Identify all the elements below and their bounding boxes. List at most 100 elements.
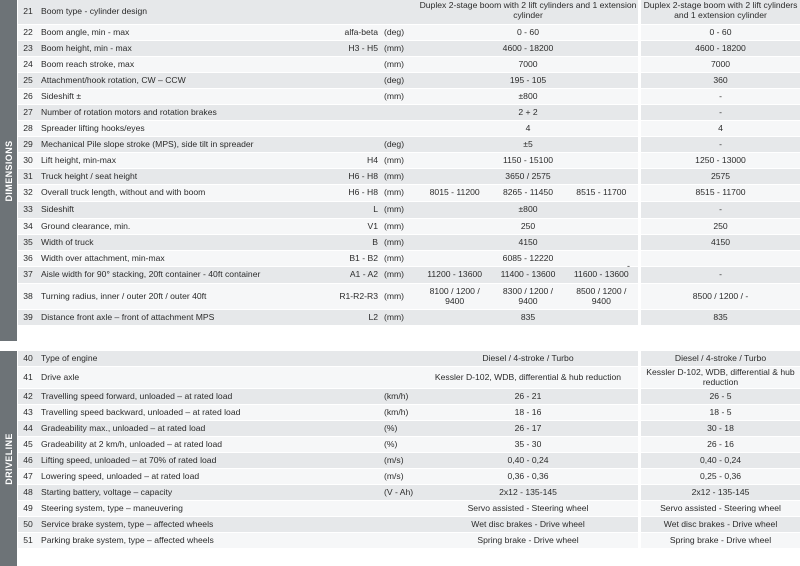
value-column-1: 8100 / 1200 / 9400 8300 / 1200 / 9400 8500… <box>418 284 638 309</box>
value-column-1: 0,36 - 0,36 <box>418 469 638 484</box>
row-unit <box>382 0 418 24</box>
row-label: Gradeability at 2 km/h, unloaded – at ra… <box>40 437 337 452</box>
row-label: Starting battery, voltage – capacity <box>40 485 337 500</box>
row-number: 46 <box>18 453 40 468</box>
row-number: 22 <box>18 25 40 40</box>
row-symbol <box>337 501 382 516</box>
value-column-2: - <box>641 105 800 120</box>
value-cell: ±5 <box>523 138 533 149</box>
spec-row: 31 Truck height / seat height H6 - H8 (mm) 3… <box>18 169 800 185</box>
row-unit: (mm) <box>382 235 418 250</box>
row-label: Parking brake system, type – affected wh… <box>40 533 337 548</box>
value-column-2: 26 - 5 <box>641 389 800 404</box>
row-number: 43 <box>18 405 40 420</box>
row-label: Drive axle <box>40 367 337 388</box>
row-label: Boom reach stroke, max <box>40 57 337 72</box>
row-unit: (mm) <box>382 185 418 201</box>
value-cell: 26 - 17 <box>514 422 542 433</box>
row-number: 44 <box>18 421 40 436</box>
row-label: Lift height, min-max <box>40 153 337 168</box>
row-number: 28 <box>18 121 40 136</box>
row-unit: (%) <box>382 437 418 452</box>
row-symbol <box>337 105 382 120</box>
row-unit: (mm) <box>382 267 418 283</box>
row-number: 32 <box>18 185 40 201</box>
column-gap <box>638 437 641 452</box>
spec-row: 45 Gradeability at 2 km/h, unloaded – at … <box>18 437 800 453</box>
row-symbol: B <box>337 235 382 250</box>
spec-row: 24 Boom reach stroke, max (mm) 7000 7000 <box>18 57 800 73</box>
spec-row: 25 Attachment/hook rotation, CW – CCW (deg… <box>18 73 800 89</box>
value-cell: 4150 <box>518 236 538 247</box>
value-column-1: 35 - 30 <box>418 437 638 452</box>
value-column-1: 195 - 105 <box>418 73 638 88</box>
value-column-1: 0,40 - 0,24 <box>418 453 638 468</box>
value-column-1: 2 + 2 <box>418 105 638 120</box>
value-column-1: 4150 <box>418 235 638 250</box>
row-label: Lowering speed, unloaded – at rated load <box>40 469 337 484</box>
value-cell: 18 - 16 <box>514 406 542 417</box>
spec-row: 34 Ground clearance, min. V1 (mm) 250 250 <box>18 219 800 235</box>
value-column-2: - <box>641 137 800 152</box>
column-gap <box>638 533 641 548</box>
row-unit: (V - Ah) <box>382 485 418 500</box>
column-gap <box>638 310 641 325</box>
row-unit: (deg) <box>382 73 418 88</box>
row-label: Mechanical Pile slope stroke (MPS), side… <box>40 137 337 152</box>
value-column-2: 2x12 - 135-145 <box>641 485 800 500</box>
column-gap <box>638 153 641 168</box>
value-cell: 8500 / 1200 / 9400 <box>576 285 627 306</box>
row-symbol: H6 - H8 <box>337 185 382 201</box>
value-column-2: 26 - 16 <box>641 437 800 452</box>
row-label: Width over attachment, min-max <box>40 251 337 266</box>
spec-row: 21 Boom type - cylinder design Duplex 2-st… <box>18 0 800 25</box>
row-symbol: V1 <box>337 219 382 234</box>
stray-mark: - <box>627 261 630 271</box>
spec-row: 28 Spreader lifting hooks/eyes 4 4 <box>18 121 800 137</box>
value-cell: 8515 - 11700 <box>576 187 627 198</box>
row-number: 23 <box>18 41 40 56</box>
row-label: Lifting speed, unloaded – at 70% of rate… <box>40 453 337 468</box>
spec-row: 49 Steering system, type – maneuvering Ser… <box>18 501 800 517</box>
value-cell: 8300 / 1200 / 9400 <box>502 285 554 306</box>
section-sidebar: DIMENSIONS <box>0 0 17 341</box>
row-unit: (deg) <box>382 137 418 152</box>
row-number: 38 <box>18 284 40 309</box>
row-number: 33 <box>18 202 40 218</box>
value-column-2: 250 <box>641 219 800 234</box>
row-symbol <box>337 389 382 404</box>
row-label: Sideshift <box>40 202 337 218</box>
section-title: DIMENSIONS <box>3 139 14 202</box>
spec-row: 48 Starting battery, voltage – capacity (V… <box>18 485 800 501</box>
row-unit: (mm) <box>382 57 418 72</box>
row-unit: (mm) <box>382 202 418 218</box>
value-cell: 0 - 60 <box>517 26 539 37</box>
row-label: Sideshift ± <box>40 89 337 104</box>
spec-row: 44 Gradeability max., unloaded – at rated… <box>18 421 800 437</box>
row-number: 49 <box>18 501 40 516</box>
row-unit <box>382 351 418 366</box>
value-column-1: Kessler D-102, WDB, differential & hub r… <box>418 367 638 388</box>
spec-row: 36 Width over attachment, min-max B1 - B2(… <box>18 251 800 267</box>
column-gap <box>638 202 641 218</box>
value-column-1: 0 - 60 <box>418 25 638 40</box>
row-label: Gradeability max., unloaded – at rated l… <box>40 421 337 436</box>
row-number: 47 <box>18 469 40 484</box>
column-gap <box>638 235 641 250</box>
value-column-1: 8015 - 11200 8265 - 11450 8515 - 11700 <box>418 185 638 201</box>
value-column-2 <box>641 251 800 266</box>
row-label: Boom height, min - max <box>40 41 337 56</box>
row-symbol <box>337 405 382 420</box>
spec-row: 47 Lowering speed, unloaded – at rated lo… <box>18 469 800 485</box>
spec-row: 26 Sideshift ± (mm) ±800 - <box>18 89 800 105</box>
row-number: 29 <box>18 137 40 152</box>
value-cell: 26 - 21 <box>514 390 542 401</box>
value-column-1: Servo assisted - Steering wheel <box>418 501 638 516</box>
value-column-2: 0,25 - 0,36 <box>641 469 800 484</box>
row-symbol: H3 - H5 <box>337 41 382 56</box>
value-cell: 2 + 2 <box>518 106 538 117</box>
driveline-section: DRIVELINE 40 Type of engine Diesel / 4-str… <box>0 351 800 566</box>
column-gap <box>638 284 641 309</box>
row-unit: (mm) <box>382 310 418 325</box>
